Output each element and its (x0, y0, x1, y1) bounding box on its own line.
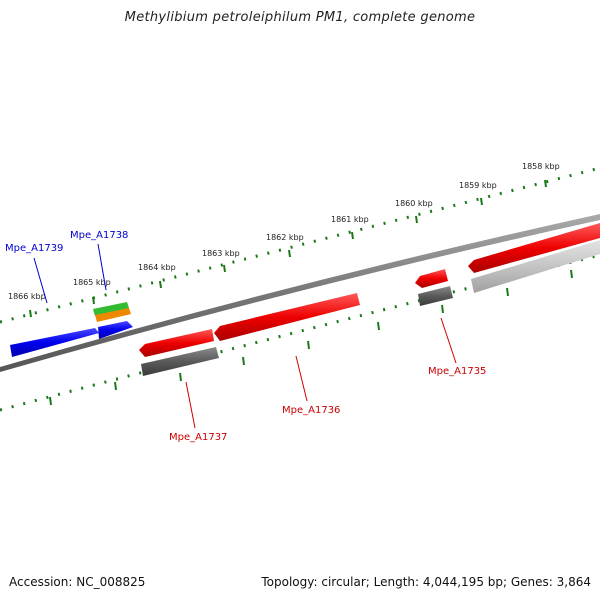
ruler-major-tick (242, 356, 245, 366)
gene-Mpe_A1737[interactable] (139, 329, 219, 376)
callout-Mpe_A1735 (440, 317, 457, 364)
cds-product-bar[interactable] (141, 347, 219, 376)
ruler-major-tick (307, 340, 310, 350)
ruler-major-tick (92, 296, 95, 305)
ruler-major-tick (506, 287, 509, 297)
gene-Mpe_A1736[interactable] (214, 293, 360, 341)
ruler-major-tick (480, 197, 483, 206)
ruler-label-1864: 1864 kbp (138, 263, 176, 272)
ruler-major-tick (49, 396, 52, 406)
ruler-major-tick (544, 179, 547, 188)
ruler-label-1861: 1861 kbp (331, 215, 369, 224)
ruler-major-tick (223, 264, 226, 273)
gene-arrow[interactable] (98, 321, 133, 339)
callout-Mpe_A1737 (185, 381, 196, 429)
ruler-label-1859: 1859 kbp (459, 181, 497, 190)
gene-Mpe_A1738[interactable] (93, 302, 133, 339)
rna-feature-green[interactable] (93, 302, 129, 316)
gene-arrow[interactable] (139, 329, 214, 357)
gene-Mpe_A1739[interactable] (10, 328, 99, 357)
gene-label-Mpe_A1739[interactable]: Mpe_A1739 (5, 243, 63, 254)
ruler-labels: 1866 kbp 1865 kbp 1864 kbp 1863 kbp 1862… (8, 162, 560, 301)
callout-Mpe_A1736 (295, 355, 308, 402)
ruler-major-tick (29, 309, 32, 318)
genome-backbone (0, 214, 600, 372)
ruler-major-tick (441, 304, 444, 314)
topology-text: Topology: circular; Length: 4,044,195 bp… (261, 575, 591, 589)
gene-arrow[interactable] (415, 269, 448, 288)
inner-ruler-major-ticks (49, 269, 573, 406)
gene-callouts (33, 243, 457, 429)
ruler-label-1858: 1858 kbp (522, 162, 560, 171)
gene-offscreen-right[interactable] (468, 223, 600, 293)
ruler-label-1860: 1860 kbp (395, 199, 433, 208)
cds-product-bar[interactable] (418, 286, 453, 306)
gene-label-Mpe_A1736[interactable]: Mpe_A1736 (282, 405, 340, 416)
ruler-major-tick (351, 231, 354, 240)
ruler-major-tick (415, 215, 418, 224)
gene-label-Mpe_A1737[interactable]: Mpe_A1737 (169, 432, 227, 443)
gene-label-Mpe_A1735[interactable]: Mpe_A1735 (428, 366, 486, 377)
ruler-label-1862: 1862 kbp (266, 233, 304, 242)
ruler-major-tick (570, 269, 573, 279)
gene-arrow[interactable] (468, 223, 600, 273)
outer-ruler-track (0, 166, 600, 324)
gene-label-Mpe_A1738[interactable]: Mpe_A1738 (70, 230, 128, 241)
ruler-major-tick (159, 280, 162, 289)
outer-ruler-major-ticks (29, 179, 547, 318)
map-title: Methylibium petroleiphilum PM1, complete… (124, 10, 476, 25)
gene-Mpe_A1735[interactable] (415, 269, 453, 306)
callout-Mpe_A1739 (33, 257, 48, 304)
cds-product-bar-light[interactable] (471, 240, 600, 293)
ruler-label-1866: 1866 kbp (8, 292, 46, 301)
ruler-label-1865: 1865 kbp (73, 278, 111, 287)
ruler-major-tick (114, 381, 117, 391)
accession-text: Accession: NC_008825 (9, 575, 146, 589)
ruler-label-1863: 1863 kbp (202, 249, 240, 258)
ruler-major-tick (288, 249, 291, 258)
gene-arrow[interactable] (10, 328, 99, 357)
rna-feature-orange[interactable] (95, 308, 131, 322)
gene-arrow[interactable] (214, 293, 360, 341)
gene-labels: Mpe_A1739 Mpe_A1738 Mpe_A1737 Mpe_A1736 … (5, 230, 486, 443)
callout-Mpe_A1738 (97, 243, 107, 291)
ruler-major-tick (179, 372, 182, 382)
ruler-major-tick (377, 321, 380, 331)
